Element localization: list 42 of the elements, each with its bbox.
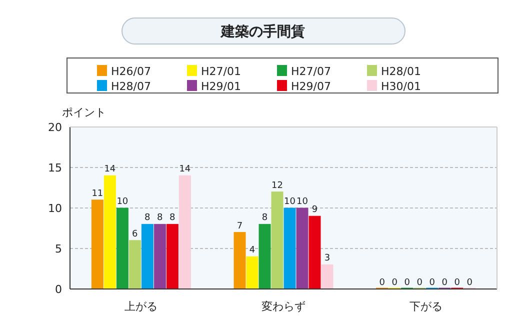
- data-label: 3: [324, 254, 330, 264]
- data-label: 0: [404, 278, 410, 288]
- chart-title: 建築の手間賃: [220, 23, 305, 40]
- data-label: 0: [392, 278, 398, 288]
- y-tick-label: 0: [55, 283, 62, 296]
- y-tick-label: 20: [48, 121, 62, 134]
- y-tick-label: 5: [55, 242, 62, 256]
- data-label: 7: [236, 221, 243, 232]
- data-label: 8: [144, 213, 151, 224]
- data-label: 8: [157, 213, 164, 224]
- data-label: 8: [170, 213, 176, 224]
- data-label: 0: [442, 278, 448, 288]
- x-tick-label: 変わらず: [262, 300, 306, 313]
- data-label: 9: [312, 205, 318, 216]
- data-label: 14: [179, 164, 191, 175]
- data-label: 0: [379, 278, 386, 288]
- data-label: 8: [262, 213, 268, 224]
- data-label: 0: [416, 278, 423, 288]
- legend-label: H28/07: [111, 80, 151, 93]
- data-label: 0: [454, 278, 460, 288]
- data-label: 10: [284, 197, 296, 207]
- y-tick-label: 10: [48, 202, 62, 215]
- data-label: 10: [116, 197, 128, 207]
- data-label: 14: [104, 164, 116, 175]
- legend-label: H29/01: [201, 80, 241, 93]
- data-label: 0: [466, 278, 473, 288]
- legend-label: H26/07: [111, 65, 151, 78]
- legend-label: H30/01: [381, 80, 421, 93]
- legend-label: H29/07: [291, 80, 331, 93]
- data-label: 10: [296, 197, 308, 207]
- data-label: 12: [272, 180, 283, 191]
- legend-label: H28/01: [381, 65, 421, 78]
- x-tick-label: 上がる: [124, 300, 158, 313]
- data-label: 4: [249, 246, 256, 256]
- legend-label: H27/07: [291, 65, 331, 78]
- legend-label: H27/01: [201, 65, 241, 78]
- y-axis-title: ポイント: [62, 106, 106, 119]
- data-label: 6: [132, 229, 138, 240]
- data-label: 0: [429, 278, 436, 288]
- y-tick-label: 15: [48, 162, 62, 174]
- data-label: 11: [92, 188, 104, 199]
- x-tick-label: 下がる: [409, 300, 442, 313]
